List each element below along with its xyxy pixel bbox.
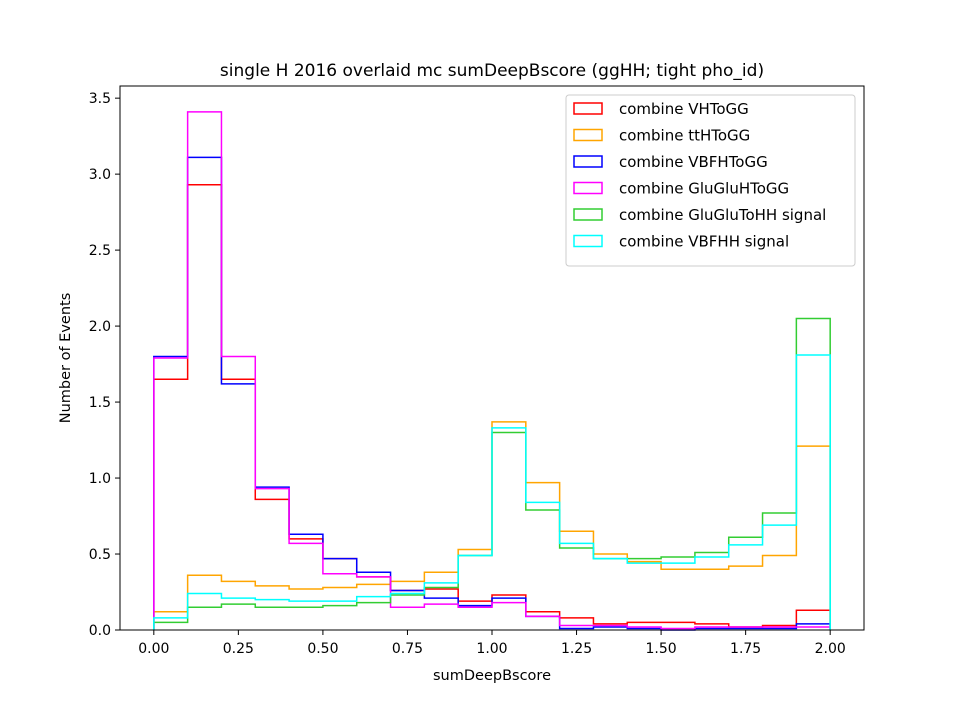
legend-swatch [573,155,603,168]
legend-swatch [573,234,603,248]
chart-title: single H 2016 overlaid mc sumDeepBscore … [220,61,764,81]
legend: combine VHToGG combine ttHToGG combine VBF… [565,94,856,267]
x-tick-label: 1.00 [476,641,507,657]
series-5 [153,354,831,630]
legend-label: combine VHToGG [619,100,749,118]
legend-item: combine VHToGG [573,100,749,118]
y-tick-label: 0.0 [89,623,111,639]
x-axis-label: sumDeepBscore [433,668,551,684]
legend-item: combine ttHToGG [573,127,750,145]
x-tick-label: 1.75 [730,641,761,657]
x-tick-label: 0.25 [223,641,254,657]
legend-swatch [573,128,603,142]
legend-item: combine VBFHToGG [573,153,768,171]
x-tick-label: 2.00 [815,641,846,657]
plot-area: 0.00 0.25 0.50 0.75 1.00 1.25 1.50 1.75 2.00 0.0 0… [89,85,865,657]
legend-label: combine VBFHH signal [619,233,789,251]
legend-label: combine GluGluHToGG [619,180,789,198]
y-tick-label: 1.5 [89,395,111,411]
y-axis-label: Number of Events [58,293,74,424]
x-tick-label: 0.50 [307,641,338,657]
series-3 [153,111,831,630]
legend-box [565,94,856,267]
y-tick-label: 1.0 [89,471,111,487]
y-tick-label: 2.5 [89,243,111,259]
legend-label: combine GluGluToHH signal [619,206,826,224]
y-tick-label: 3.0 [89,167,111,183]
y-tick-label: 0.5 [89,547,111,563]
x-tick-label: 0.00 [138,641,169,657]
legend-swatch [573,181,603,195]
legend-label: combine VBFHToGG [619,153,768,171]
legend-item: combine VBFHH signal [573,233,789,251]
legend-item: combine GluGluHToGG [573,180,789,198]
series-step-line [153,354,831,630]
legend-label: combine ttHToGG [619,127,750,145]
legend-swatch [573,102,603,115]
x-tick-label: 1.50 [646,641,677,657]
y-tick-label: 3.5 [89,91,111,107]
y-tick-label: 2.0 [89,319,111,335]
x-tick-label: 1.25 [561,641,592,657]
x-tick-label: 0.75 [392,641,423,657]
legend-swatch [573,208,603,221]
legend-item: combine GluGluToHH signal [573,206,826,224]
series-step-line [153,111,831,630]
